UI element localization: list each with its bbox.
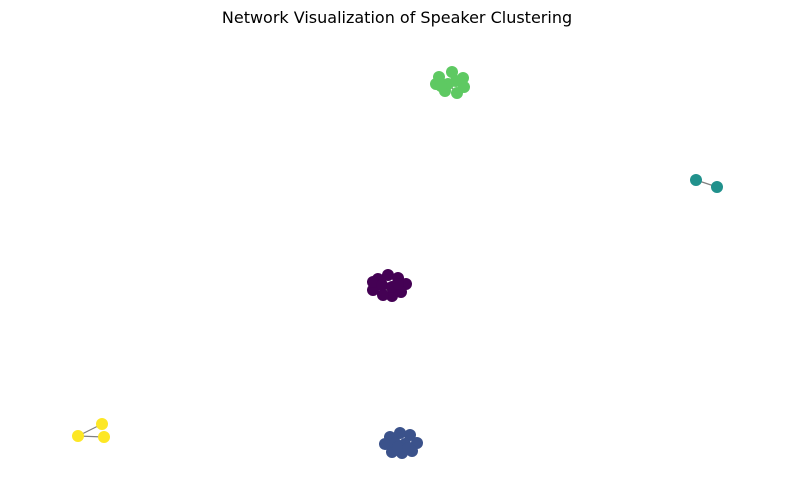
cluster-1-node-1 xyxy=(394,427,406,439)
cluster-0-node-5 xyxy=(386,290,398,302)
cluster-3-node-1 xyxy=(446,66,458,78)
cluster-2-node-0 xyxy=(690,174,702,186)
cluster-3-node-9 xyxy=(435,80,447,92)
edge-layer xyxy=(77,71,718,454)
cluster-1-node-11 xyxy=(402,442,414,454)
chart-title: Network Visualization of Speaker Cluster… xyxy=(221,8,573,27)
cluster-0-node-11 xyxy=(392,278,404,290)
cluster-0-node-1 xyxy=(382,269,394,281)
cluster-4-node-0 xyxy=(96,418,108,430)
cluster-0-node-9 xyxy=(376,279,388,291)
cluster-1-node-7 xyxy=(379,438,391,450)
cluster-4-node-1 xyxy=(72,430,84,442)
cluster-2-node-1 xyxy=(711,181,723,193)
cluster-4-node-2 xyxy=(98,431,110,443)
node-layer xyxy=(72,66,723,459)
cluster-0-node-6 xyxy=(377,289,389,301)
cluster-3-node-4 xyxy=(451,87,463,99)
cluster-1-node-2 xyxy=(404,429,416,441)
cluster-3-node-8 xyxy=(450,75,462,87)
cluster-1-node-10 xyxy=(392,441,404,453)
